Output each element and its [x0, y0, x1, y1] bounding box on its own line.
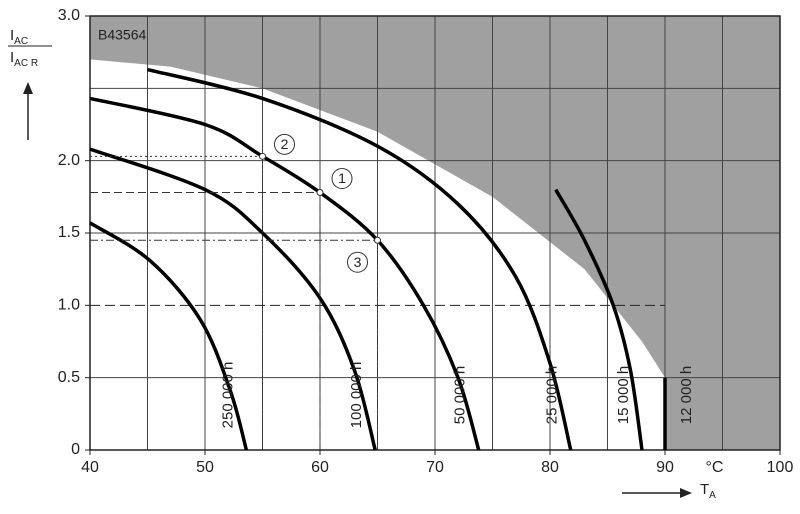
y-label-top: IAC — [10, 27, 28, 47]
curve-label: 12 000 h — [678, 366, 695, 424]
x-label: TA — [700, 481, 716, 501]
y-label-bottom-main: I — [10, 49, 14, 66]
y-label-bottom: IAC R — [10, 49, 38, 69]
marker-point — [316, 188, 324, 196]
marker-label: 2 — [281, 136, 289, 152]
x-unit: °C — [706, 459, 724, 476]
y-label-top-sub: AC — [14, 36, 28, 47]
y-tick-label: 1.5 — [58, 224, 80, 241]
curve-label: 25 000 h — [544, 366, 561, 424]
marker-badge — [274, 133, 295, 155]
x-tick-label: 50 — [196, 459, 214, 476]
lifetime-curve — [89, 147, 377, 451]
y-tick-label: 3.0 — [58, 7, 80, 24]
marker-point — [374, 236, 381, 244]
y-tick-label: 1.0 — [58, 297, 80, 314]
curve-label: 100 000 h — [348, 362, 365, 429]
lifetime-curve — [89, 221, 249, 451]
x-tick-label: 70 — [426, 459, 444, 476]
marker-label: 1 — [338, 170, 346, 186]
marker-label: 3 — [354, 254, 362, 270]
y-tick-label: 2.0 — [58, 152, 80, 169]
y-tick-label: 0 — [71, 441, 80, 458]
y-arrow-head — [23, 82, 33, 94]
lifetime-curve — [554, 188, 644, 451]
lifetime-curve — [89, 96, 481, 451]
lifetime-curve — [147, 67, 573, 451]
y-tick-label: 0.5 — [58, 369, 80, 386]
curve-label: 250 000 h — [219, 362, 236, 429]
x-tick-label: 60 — [311, 459, 329, 476]
marker-badge — [331, 167, 353, 189]
y-label-top-main: I — [10, 27, 14, 44]
curve-label: 50 000 h — [452, 366, 469, 424]
x-tick-label: 40 — [81, 459, 99, 476]
diagram-id: B43564 — [98, 27, 146, 43]
x-label-sub: A — [709, 490, 716, 501]
curve-label: 15 000 h — [615, 366, 632, 424]
x-tick-label: 90 — [656, 459, 674, 476]
marker-badge — [347, 251, 368, 273]
y-label-bottom-sub: AC R — [14, 58, 38, 69]
x-tick-label: 100 — [767, 459, 794, 476]
x-tick-label: 80 — [541, 459, 559, 476]
marker-point — [259, 152, 266, 160]
x-arrow-head — [680, 488, 692, 498]
x-label-main: T — [700, 481, 709, 498]
